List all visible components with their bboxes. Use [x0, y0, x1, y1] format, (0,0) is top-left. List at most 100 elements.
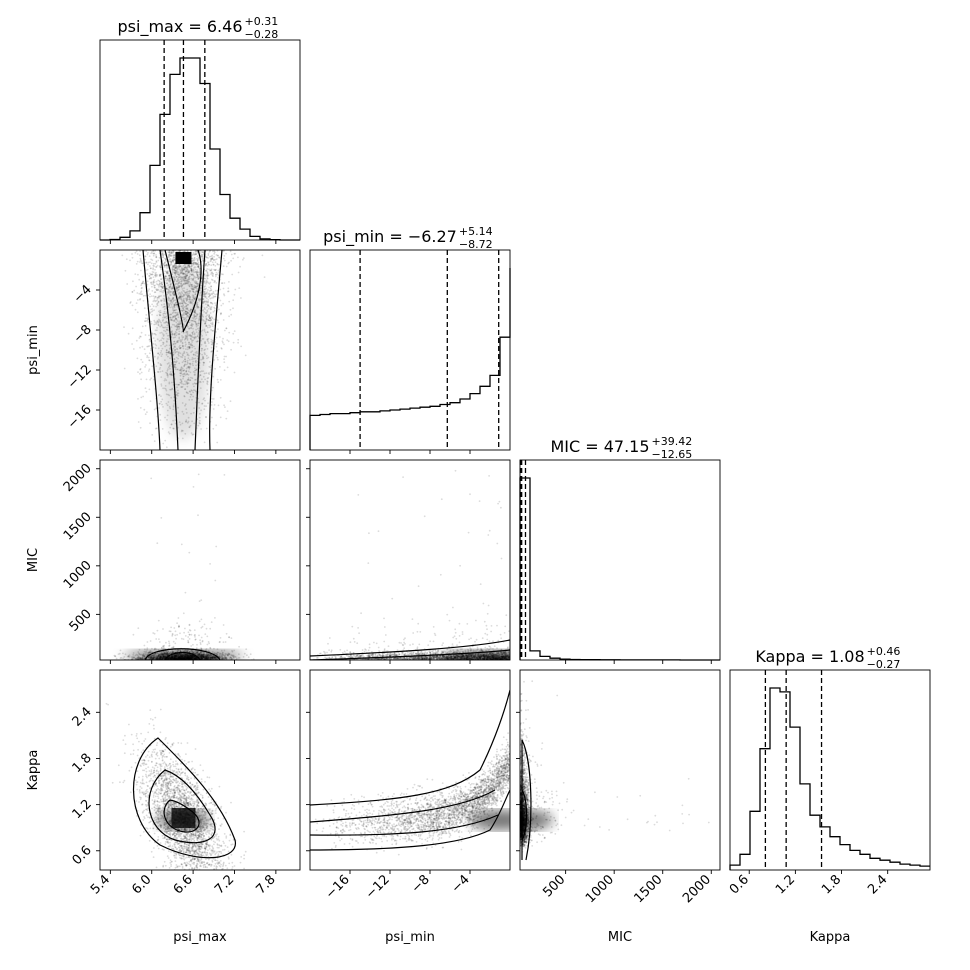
scatter-point	[205, 281, 208, 284]
scatter-point	[211, 398, 213, 400]
scatter-point	[142, 395, 145, 398]
scatter-point	[168, 630, 171, 633]
scatter-point	[229, 308, 232, 311]
scatter-point	[215, 424, 218, 427]
scatter-point	[144, 258, 147, 261]
scatter-point	[161, 285, 163, 288]
scatter-point	[233, 252, 236, 255]
scatter-point	[211, 274, 214, 277]
scatter-point	[149, 293, 152, 295]
scatter-point	[144, 317, 147, 320]
scatter-point	[223, 369, 226, 372]
scatter-point	[158, 393, 161, 396]
scatter-point	[146, 411, 148, 413]
scatter-point	[191, 260, 193, 262]
scatter-point	[168, 645, 171, 647]
scatter-point	[187, 641, 190, 644]
scatter-point	[155, 427, 158, 430]
scatter-point	[183, 250, 186, 253]
scatter-point	[164, 257, 167, 260]
scatter-point	[137, 299, 139, 301]
scatter-point	[211, 339, 214, 342]
pair-plot-psi_max-MIC	[113, 473, 255, 660]
scatter-point	[205, 283, 207, 285]
scatter-point	[200, 253, 203, 256]
scatter-point	[192, 263, 195, 266]
scatter-point	[194, 262, 197, 264]
scatter-point	[212, 263, 215, 266]
scatter-point	[168, 253, 171, 255]
scatter-point	[209, 319, 212, 322]
scatter-point	[215, 354, 217, 357]
scatter-point	[163, 253, 166, 256]
scatter-point	[211, 254, 214, 257]
scatter-point	[210, 289, 213, 291]
scatter-point	[152, 267, 155, 270]
scatter-point	[210, 302, 212, 304]
scatter-point	[140, 396, 143, 399]
scatter-point	[206, 256, 208, 259]
scatter-point	[159, 413, 162, 416]
scatter-point	[139, 368, 142, 371]
scatter-point	[165, 446, 168, 449]
scatter-point	[150, 322, 153, 325]
scatter-point	[172, 252, 174, 254]
scatter-point	[261, 254, 264, 257]
scatter-point	[160, 517, 163, 519]
scatter-point	[140, 260, 143, 263]
scatter-point	[237, 338, 240, 341]
scatter-point	[129, 301, 132, 303]
scatter-point	[158, 282, 161, 285]
density-contour	[164, 250, 202, 333]
scatter-point	[152, 282, 155, 284]
scatter-point	[149, 265, 151, 267]
scatter-point	[211, 271, 214, 274]
scatter-point	[162, 285, 165, 288]
scatter-point	[203, 293, 206, 295]
scatter-point	[149, 273, 152, 276]
scatter-point	[208, 292, 211, 295]
scatter-point	[208, 317, 211, 320]
scatter-point	[155, 333, 157, 336]
scatter-point	[215, 258, 218, 260]
scatter-point	[150, 258, 153, 261]
scatter-point	[164, 416, 166, 419]
scatter-point	[167, 431, 170, 433]
scatter-point	[152, 271, 155, 274]
scatter-point	[219, 396, 222, 399]
scatter-point	[162, 254, 164, 257]
scatter-point	[152, 346, 155, 349]
scatter-point	[155, 300, 158, 302]
scatter-point	[214, 293, 217, 296]
scatter-point	[141, 345, 144, 348]
scatter-point	[151, 365, 154, 368]
scatter-point	[155, 648, 158, 651]
scatter-point	[203, 623, 206, 626]
scatter-point	[167, 267, 170, 269]
scatter-point	[147, 318, 149, 321]
scatter-point	[233, 293, 236, 296]
scatter-point	[207, 319, 210, 322]
scatter-point	[166, 271, 169, 274]
scatter-point	[158, 394, 160, 397]
scatter-point	[148, 278, 151, 280]
scatter-point	[223, 293, 225, 296]
scatter-point	[124, 269, 127, 272]
scatter-point	[127, 332, 130, 335]
scatter-point	[179, 250, 181, 253]
scatter-point	[208, 305, 211, 308]
scatter-point	[162, 252, 164, 255]
scatter-point	[223, 358, 226, 360]
scatter-point	[172, 264, 174, 267]
scatter-point	[187, 641, 190, 644]
scatter-point	[168, 256, 171, 258]
scatter-point	[230, 348, 233, 351]
scatter-point	[229, 400, 232, 403]
scatter-point	[225, 252, 228, 255]
scatter-point	[153, 297, 156, 299]
scatter-point	[170, 260, 172, 262]
scatter-point	[162, 647, 165, 650]
scatter-point	[137, 627, 140, 630]
scatter-point	[196, 259, 199, 262]
scatter-point	[197, 473, 200, 476]
